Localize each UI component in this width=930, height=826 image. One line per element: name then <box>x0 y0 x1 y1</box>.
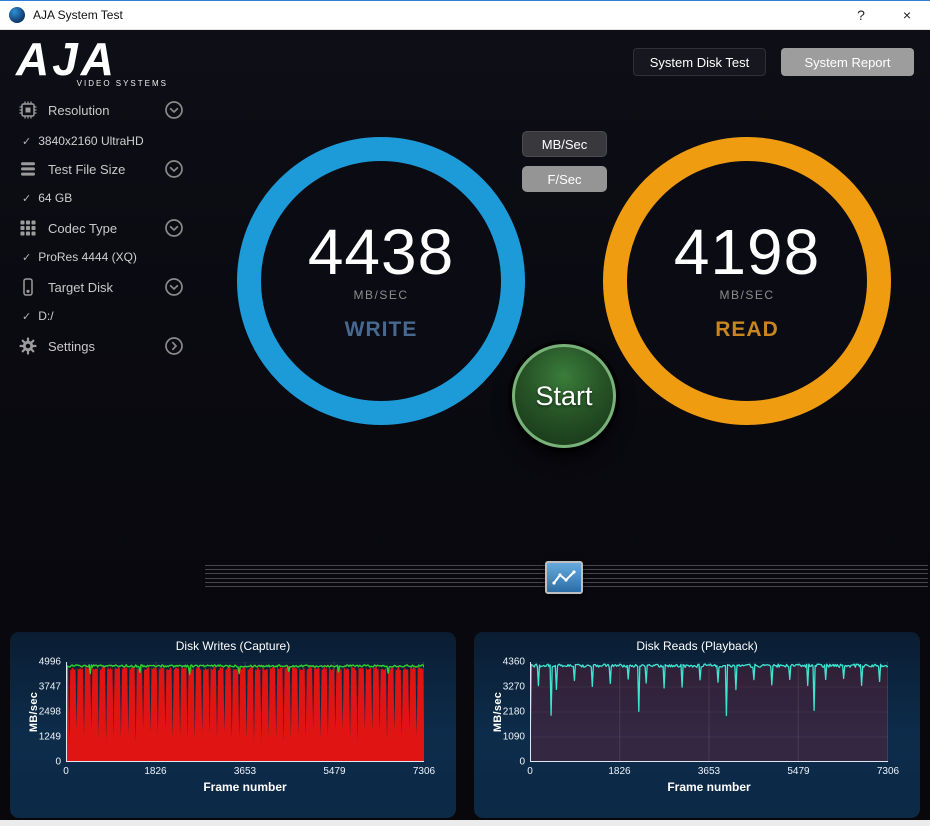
sidebar-item-settings[interactable]: Settings <box>18 334 184 358</box>
x-tick-label: 1826 <box>608 766 631 777</box>
x-tick-label: 1826 <box>144 766 167 777</box>
x-tick-label: 0 <box>527 766 533 777</box>
disk-writes-chart-panel: Disk Writes (Capture) MB/sec Frame numbe… <box>10 632 456 818</box>
grid-icon <box>20 220 36 236</box>
gear-icon <box>19 337 37 355</box>
write-gauge-label: WRITE <box>344 318 418 341</box>
y-tick-label: 3270 <box>502 681 525 693</box>
check-icon: ✓ <box>22 251 32 264</box>
x-tick-label: 7306 <box>876 766 900 777</box>
y-tick-label: 4360 <box>502 656 525 668</box>
sidebar-value-codec-type: ✓ ProRes 4444 (XQ) <box>22 247 137 267</box>
chevron-down-icon[interactable] <box>164 218 184 238</box>
y-tick-label: 3747 <box>38 681 61 693</box>
sidebar-value-target-disk: ✓ D:/ <box>22 306 54 326</box>
titlebar: AJA System Test ? × <box>0 0 930 30</box>
f-sec-button[interactable]: F/Sec <box>522 166 607 192</box>
sidebar-value-resolution: ✓ 3840x2160 UltraHD <box>22 131 144 151</box>
sidebar-value-test-file-size: ✓ 64 GB <box>22 188 72 208</box>
write-gauge: 4438 MB/SEC WRITE <box>237 137 525 425</box>
y-tick-label: 2180 <box>502 706 525 718</box>
x-tick-label: 0 <box>63 766 69 777</box>
write-speed-value: 4438 <box>307 216 455 288</box>
close-button[interactable]: × <box>902 7 912 23</box>
y-tick-label: 0 <box>55 756 61 768</box>
x-axis-label: Frame number <box>203 780 287 794</box>
sidebar-item-test-file-size[interactable]: Test File Size <box>18 157 184 181</box>
y-tick-label: 4996 <box>38 656 61 668</box>
logo-text: AJA <box>16 33 118 85</box>
disk-writes-plot: MB/sec Frame number 0 1249 2498 3747 4996 0 18… <box>28 657 435 795</box>
read-speed-unit: MB/SEC <box>719 288 775 302</box>
mb-sec-button[interactable]: MB/Sec <box>522 131 607 157</box>
check-icon: ✓ <box>22 135 32 148</box>
chevron-down-icon[interactable] <box>164 100 184 120</box>
chevron-down-icon[interactable] <box>164 277 184 297</box>
y-tick-label: 0 <box>519 756 525 768</box>
window-bottom-edge <box>0 820 930 826</box>
app-icon <box>9 7 25 23</box>
disk-icon <box>23 278 33 296</box>
chart-title: Disk Reads (Playback) <box>636 639 758 653</box>
sidebar-value-label: 64 GB <box>38 191 73 205</box>
disk-reads-chart-panel: Disk Reads (Playback) MB/sec Frame numbe… <box>474 632 920 818</box>
sidebar-value-label: D:/ <box>38 309 54 323</box>
system-disk-test-button[interactable]: System Disk Test <box>633 48 766 76</box>
x-tick-label: 5479 <box>787 766 810 777</box>
x-axis-label: Frame number <box>667 780 751 794</box>
chevron-down-icon[interactable] <box>164 159 184 179</box>
sidebar-item-resolution[interactable]: Resolution <box>18 98 184 122</box>
y-tick-label: 2498 <box>38 706 61 718</box>
system-report-button[interactable]: System Report <box>781 48 914 76</box>
sidebar-item-label: Resolution <box>48 102 110 118</box>
line-chart-icon <box>552 569 576 585</box>
sidebar-item-codec-type[interactable]: Codec Type <box>18 216 184 240</box>
check-icon: ✓ <box>22 310 32 323</box>
sidebar-item-label: Test File Size <box>48 161 126 177</box>
sidebar-value-label: 3840x2160 UltraHD <box>38 134 144 148</box>
aja-logo: AJA VIDEO SYSTEMS <box>16 36 168 88</box>
chip-icon <box>19 101 37 119</box>
x-tick-label: 7306 <box>412 766 436 777</box>
disk-writes-chart <box>66 662 424 762</box>
x-tick-label: 5479 <box>323 766 346 777</box>
x-tick-label: 3653 <box>697 766 721 777</box>
main-area: AJA VIDEO SYSTEMS System Disk Test Syste… <box>0 30 930 826</box>
check-icon: ✓ <box>22 192 32 205</box>
read-gauge: 4198 MB/SEC READ <box>603 137 891 425</box>
help-button[interactable]: ? <box>857 7 865 23</box>
sidebar-item-target-disk[interactable]: Target Disk <box>18 275 184 299</box>
x-tick-label: 3653 <box>233 766 257 777</box>
chevron-right-icon[interactable] <box>164 336 184 356</box>
chart-title: Disk Writes (Capture) <box>175 639 291 653</box>
disk-reads-plot: MB/sec Frame number 0 1090 2180 3270 4360 0 18… <box>492 657 899 795</box>
y-tick-label: 1249 <box>38 731 61 743</box>
sidebar-item-label: Settings <box>48 338 95 354</box>
chart-toggle-button[interactable] <box>545 561 583 594</box>
layers-icon <box>21 162 35 176</box>
start-button[interactable]: Start <box>512 344 616 448</box>
read-gauge-label: READ <box>715 318 779 341</box>
sidebar-item-label: Codec Type <box>48 220 118 236</box>
disk-reads-chart <box>530 662 888 762</box>
logo-subtext: VIDEO SYSTEMS <box>76 79 168 88</box>
y-tick-label: 1090 <box>502 731 525 743</box>
read-speed-value: 4198 <box>673 216 821 288</box>
sidebar-item-label: Target Disk <box>48 279 114 295</box>
window-title: AJA System Test <box>33 8 123 22</box>
write-speed-unit: MB/SEC <box>353 288 409 302</box>
sidebar-value-label: ProRes 4444 (XQ) <box>38 250 137 264</box>
